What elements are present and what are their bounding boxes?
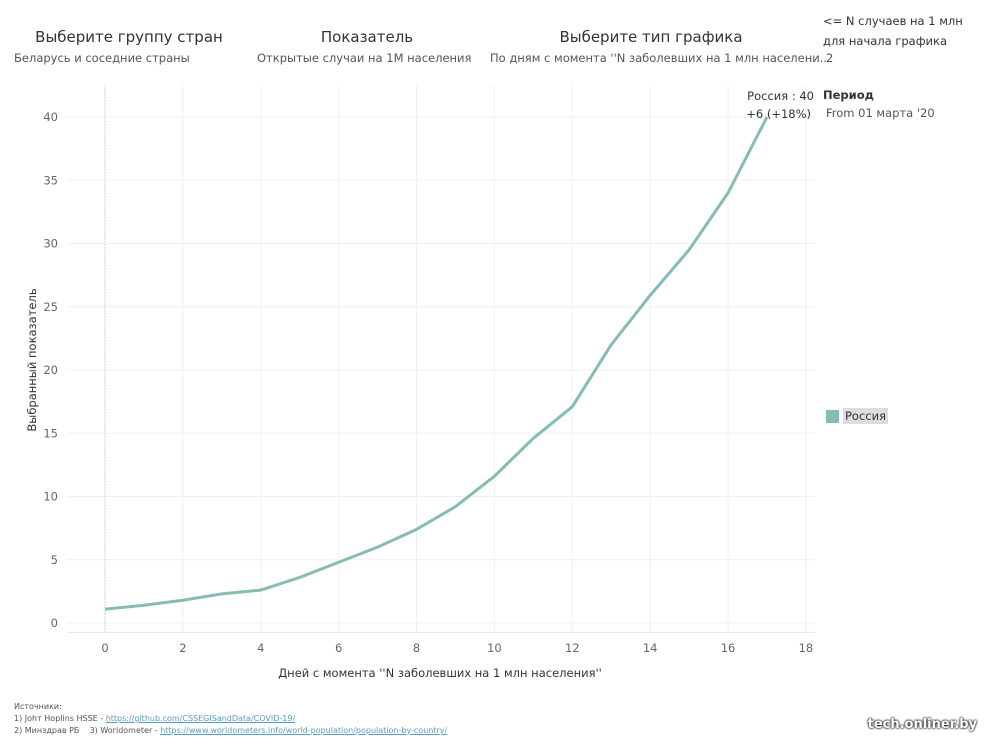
- x-tick-label: 12: [565, 641, 580, 655]
- x-axis-label: Дней с момента ''N заболевших на 1 млн н…: [278, 666, 602, 680]
- watermark: tech.onliner.by: [867, 717, 977, 732]
- threshold-title-2: для начала графика: [823, 34, 948, 48]
- tooltip-line2: +6 (+18%): [746, 107, 811, 121]
- y-tick-label: 15: [43, 426, 58, 440]
- source-2: 2) Минздрав РБ 3) Worldometer -: [14, 726, 161, 735]
- x-tick-label: 2: [179, 641, 186, 655]
- period-value[interactable]: From 01 марта '20: [826, 106, 935, 120]
- y-tick-label: 5: [51, 553, 58, 567]
- x-tick-label: 8: [413, 641, 420, 655]
- chart-type-filter-value[interactable]: По дням с момента ''N заболевших на 1 мл…: [490, 51, 828, 65]
- x-tick-label: 4: [257, 641, 264, 655]
- y-tick-label: 20: [43, 363, 58, 377]
- sources: Источники: 1) Johт Hoplins HSSE - https:…: [14, 701, 447, 737]
- x-tick-label: 0: [101, 641, 108, 655]
- tooltip-line1: Россия : 40: [747, 89, 814, 103]
- y-tick-label: 25: [43, 300, 58, 314]
- y-axis-label: Выбранный показатель: [25, 288, 39, 431]
- y-tick-label: 0: [51, 616, 58, 630]
- threshold-value[interactable]: 2: [826, 51, 834, 65]
- y-tick-label: 30: [43, 237, 58, 251]
- y-tick-label: 35: [43, 173, 58, 187]
- x-tick-label: 10: [487, 641, 502, 655]
- source-1-link[interactable]: https://github.com/CSSEGISandData/COVID-…: [105, 714, 296, 723]
- chart-type-filter-title: Выберите тип графика: [559, 28, 743, 46]
- x-tick-label: 14: [643, 641, 658, 655]
- source-2-link[interactable]: https://www.worldometers.info/world-popu…: [160, 726, 448, 735]
- threshold-title-1: <= N случаев на 1 млн: [823, 14, 963, 28]
- group-filter-title: Выберите группу стран: [35, 28, 223, 46]
- y-tick-label: 10: [43, 490, 58, 504]
- series-line-Россия: [104, 116, 769, 611]
- x-tick-label: 18: [799, 641, 814, 655]
- indicator-filter-value[interactable]: Открытые случаи на 1M населения: [257, 51, 472, 65]
- source-1: 1) Johт Hoplins HSSE -: [14, 714, 106, 723]
- x-tick-label: 16: [721, 641, 736, 655]
- x-tick-label: 6: [335, 641, 342, 655]
- legend-item-russia[interactable]: Россия: [843, 408, 889, 424]
- indicator-filter-title: Показатель: [320, 28, 414, 46]
- sources-title: Источники:: [14, 702, 62, 711]
- y-tick-label: 40: [43, 110, 58, 124]
- legend-swatch: [826, 410, 839, 423]
- group-filter-value[interactable]: Беларусь и соседние страны: [14, 51, 190, 65]
- period-title: Период: [823, 88, 874, 102]
